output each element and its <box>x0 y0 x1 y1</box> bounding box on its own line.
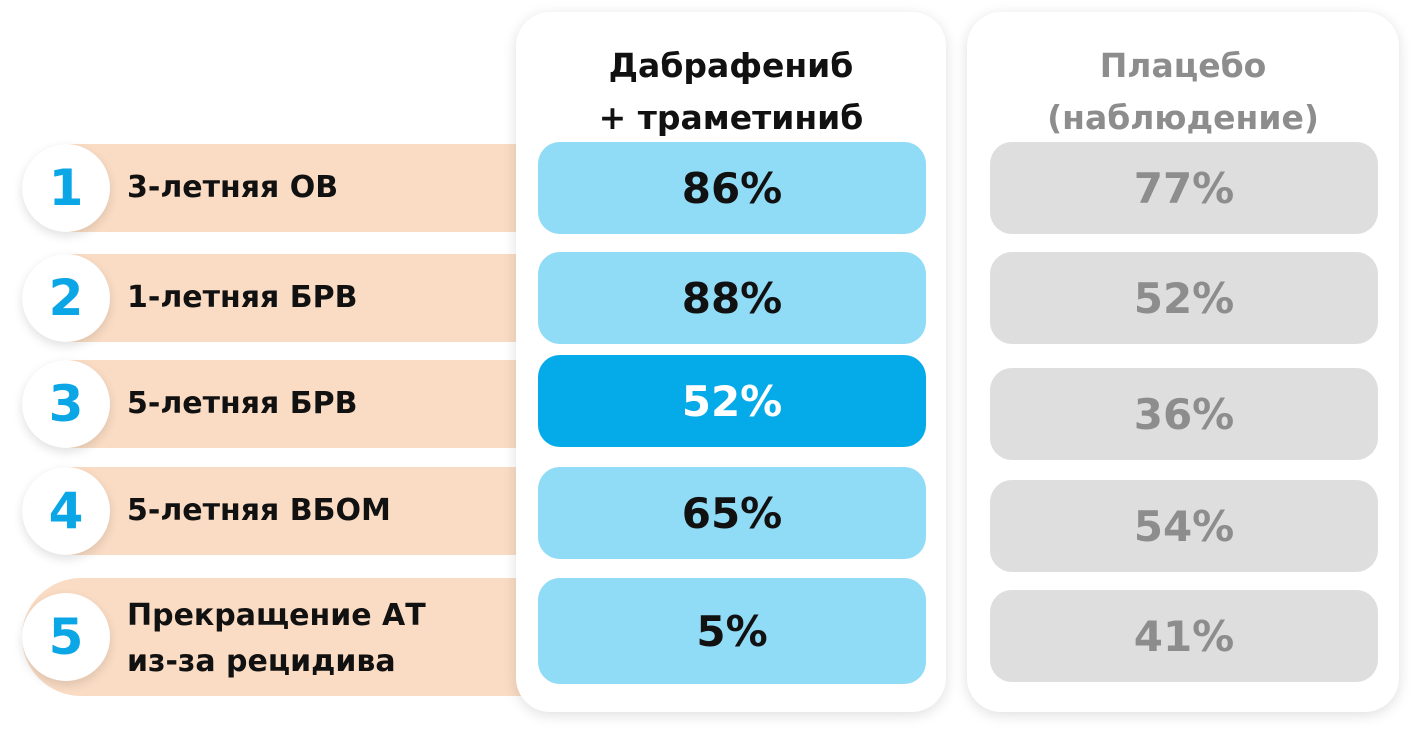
row-number-5: 5 <box>22 593 110 681</box>
placebo-value-4: 54% <box>990 480 1378 572</box>
row-band-3 <box>22 360 562 448</box>
row-label-3: 5-летняя БРВ <box>127 386 358 421</box>
treatment-value-4: 65% <box>538 467 926 559</box>
row-band-1 <box>22 144 562 232</box>
row-band-4 <box>22 467 562 555</box>
treatment-title-line2: + траметиниб <box>598 98 864 137</box>
placebo-title-line1: Плацебо <box>1099 46 1267 85</box>
treatment-column-title: Дабрафениб + траметиниб <box>516 40 946 144</box>
treatment-value-1: 86% <box>538 142 926 234</box>
treatment-value-3: 52% <box>538 355 926 447</box>
row-label-2: 1-летняя БРВ <box>127 280 358 315</box>
row-band-2 <box>22 254 562 342</box>
row-label-1: 3-летняя ОВ <box>127 170 339 205</box>
row-label-5: Прекращение АТ из-за рецидива <box>127 598 426 679</box>
row-label-4: 5-летняя ВБОМ <box>127 493 391 528</box>
treatment-value-5: 5% <box>538 578 926 684</box>
row-band-5 <box>22 578 562 696</box>
row-number-3: 3 <box>22 360 110 448</box>
placebo-value-1: 77% <box>990 142 1378 234</box>
placebo-title-line2: (наблюдение) <box>1047 98 1319 137</box>
placebo-value-2: 52% <box>990 252 1378 344</box>
row-number-4: 4 <box>22 467 110 555</box>
row-number-2: 2 <box>22 254 110 342</box>
placebo-column-title: Плацебо (наблюдение) <box>967 40 1399 144</box>
row-number-1: 1 <box>22 144 110 232</box>
treatment-value-2: 88% <box>538 252 926 344</box>
placebo-value-5: 41% <box>990 590 1378 682</box>
treatment-title-line1: Дабрафениб <box>608 46 854 85</box>
placebo-value-3: 36% <box>990 368 1378 460</box>
